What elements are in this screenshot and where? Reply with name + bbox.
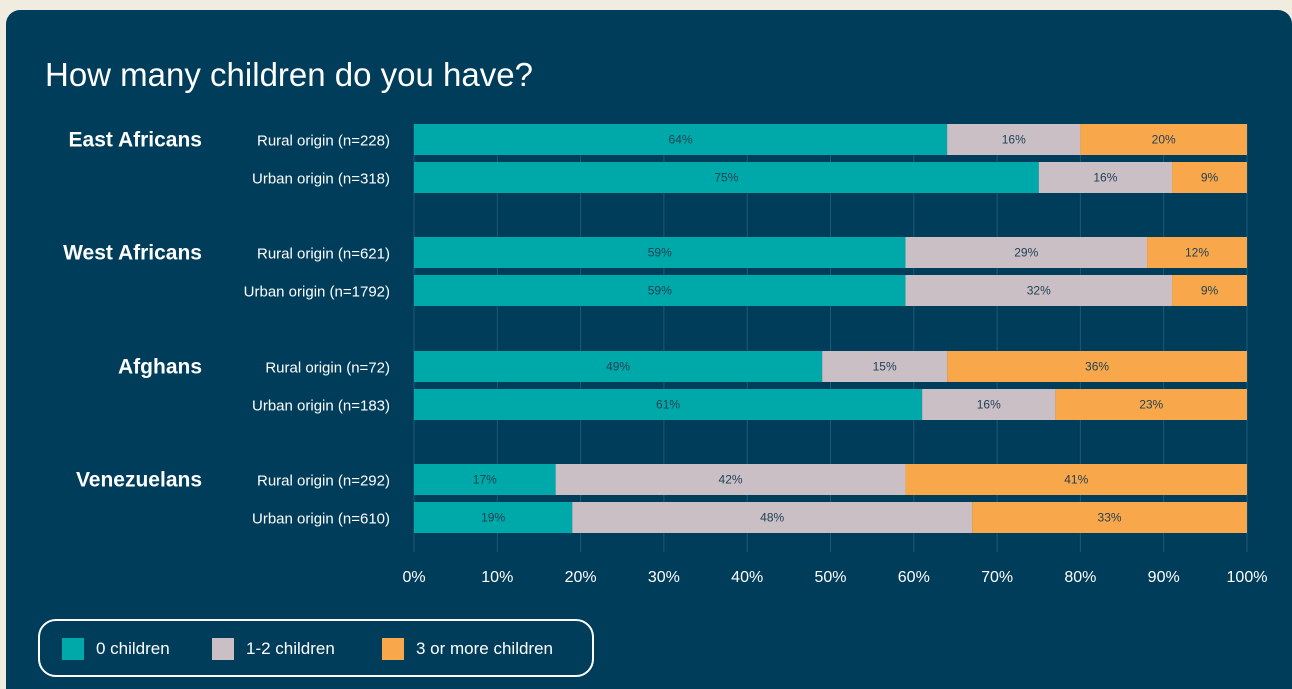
data-label: 9% <box>1201 171 1219 185</box>
legend-swatch-1-2-children <box>212 638 234 660</box>
x-tick-label: 60% <box>898 569 930 586</box>
row-label: Urban origin (n=610) <box>252 511 390 528</box>
data-label: 9% <box>1201 284 1219 298</box>
data-label: 23% <box>1139 398 1163 412</box>
x-tick-label: 40% <box>731 569 763 586</box>
x-tick-label: 90% <box>1148 569 1180 586</box>
row-label: Urban origin (n=318) <box>252 171 390 188</box>
bar-segment-1-2-children <box>822 351 948 382</box>
group-label-east-africans: East Africans <box>69 129 202 152</box>
data-label: 59% <box>648 246 672 260</box>
group-label-afghans: Afghans <box>118 356 202 379</box>
bar-segment-0-children <box>414 275 906 306</box>
chart-card <box>6 10 1292 689</box>
bar-segment-3-or-more-children <box>1147 237 1247 268</box>
x-tick-label: 20% <box>565 569 597 586</box>
legend-item-0-children: 0 children <box>62 638 170 660</box>
bar-segment-0-children <box>414 502 573 533</box>
bar-segment-1-2-children <box>947 124 1081 155</box>
data-label: 41% <box>1064 473 1088 487</box>
legend-item-3-or-more-children: 3 or more children <box>382 638 553 660</box>
data-label: 16% <box>1002 133 1026 147</box>
row-label: Urban origin (n=1792) <box>244 284 390 301</box>
legend-swatch-3-or-more-children <box>382 638 404 660</box>
group-label-venezuelans: Venezuelans <box>76 469 202 492</box>
data-label: 20% <box>1152 133 1176 147</box>
x-tick-label: 80% <box>1064 569 1096 586</box>
data-label: 64% <box>669 133 693 147</box>
data-label: 15% <box>873 360 897 374</box>
data-label: 48% <box>760 511 784 525</box>
x-tick-label: 0% <box>402 569 425 586</box>
bar-segment-0-children <box>414 237 906 268</box>
bar-segment-0-children <box>414 162 1039 193</box>
x-tick-label: 50% <box>814 569 846 586</box>
bar-segment-1-2-children <box>1038 162 1173 193</box>
group-label-west-africans: West Africans <box>63 242 202 265</box>
data-label: 42% <box>719 473 743 487</box>
bar-segment-3-or-more-children <box>947 351 1247 382</box>
row-label: Urban origin (n=183) <box>252 398 390 415</box>
legend-label-3-or-more-children: 3 or more children <box>416 639 554 658</box>
bar-segment-3-or-more-children <box>972 502 1247 533</box>
data-label: 36% <box>1085 360 1109 374</box>
bar-segment-3-or-more-children <box>905 464 1247 495</box>
data-label: 29% <box>1014 246 1038 260</box>
bar-segment-3-or-more-children <box>1080 124 1247 155</box>
data-label: 59% <box>648 284 672 298</box>
bar-segment-0-children <box>414 389 923 420</box>
legend-swatch-0-children <box>62 638 84 660</box>
legend-label-1-2-children: 1-2 children <box>246 639 335 658</box>
bar-segment-3-or-more-children <box>1055 389 1247 420</box>
data-label: 61% <box>656 398 680 412</box>
bar-segment-3-or-more-children <box>1172 162 1247 193</box>
legend-label-0-children: 0 children <box>96 639 170 658</box>
chart-title: How many children do you have? <box>45 56 533 93</box>
data-label: 33% <box>1098 511 1122 525</box>
bar-segment-1-2-children <box>922 389 1056 420</box>
x-tick-label: 10% <box>481 569 513 586</box>
chart-legend: 0 children 1-2 children 3 or more childr… <box>38 619 594 677</box>
row-label: Rural origin (n=621) <box>257 246 390 263</box>
row-label: Rural origin (n=292) <box>257 473 390 490</box>
bar-segment-0-children <box>414 124 948 155</box>
data-label: 19% <box>481 511 505 525</box>
x-tick-label: 100% <box>1227 569 1268 586</box>
data-label: 49% <box>606 360 630 374</box>
data-label: 16% <box>1093 171 1117 185</box>
bar-segment-3-or-more-children <box>1172 275 1247 306</box>
legend-item-1-2-children: 1-2 children <box>212 638 335 660</box>
bar-segment-1-2-children <box>555 464 906 495</box>
bar-segment-1-2-children <box>905 237 1148 268</box>
bar-segment-0-children <box>414 464 556 495</box>
bar-segment-1-2-children <box>905 275 1173 306</box>
data-label: 12% <box>1185 246 1209 260</box>
bar-segment-1-2-children <box>572 502 973 533</box>
x-tick-label: 70% <box>981 569 1013 586</box>
data-label: 17% <box>473 473 497 487</box>
row-label: Rural origin (n=72) <box>265 360 390 377</box>
x-tick-label: 30% <box>648 569 680 586</box>
data-label: 75% <box>714 171 738 185</box>
bar-segment-0-children <box>414 351 823 382</box>
row-label: Rural origin (n=228) <box>257 133 390 150</box>
data-label: 32% <box>1027 284 1051 298</box>
data-label: 16% <box>977 398 1001 412</box>
